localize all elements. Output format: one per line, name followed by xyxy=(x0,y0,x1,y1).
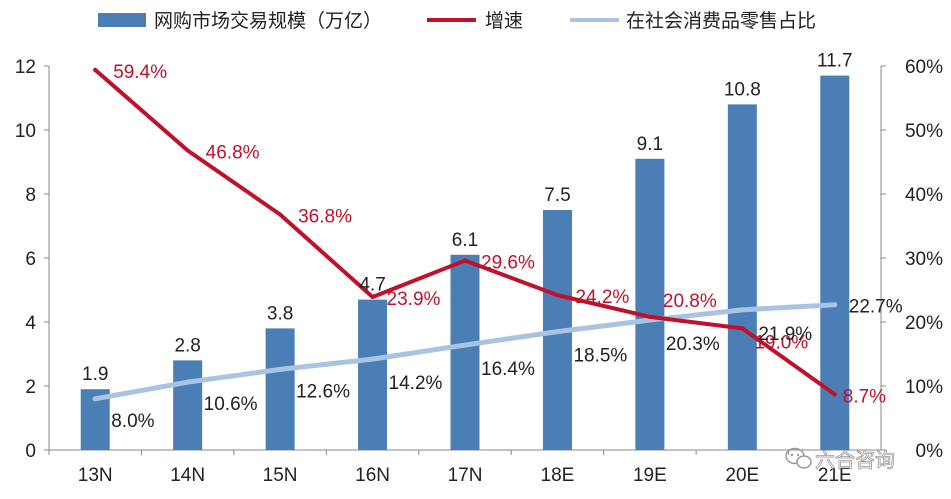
left-axis-ticks: 0 2 4 6 8 10 12 xyxy=(15,57,49,462)
left-tick-label: 6 xyxy=(25,249,36,270)
bar-value-label: 1.9 xyxy=(82,364,108,385)
left-tick-label: 8 xyxy=(25,185,36,206)
bar xyxy=(727,104,757,451)
x-tick-label: 21E xyxy=(818,465,852,486)
legend-label-growth: 增速 xyxy=(485,10,523,32)
series-point xyxy=(370,295,375,300)
share-data-labels: 8.0% 10.6% 12.6% 14.2% 16.4% 18.5% 20.3% 21.9% 2… xyxy=(111,297,903,432)
series-point xyxy=(463,258,467,263)
series-point xyxy=(93,67,98,72)
x-tick-label: 19E xyxy=(633,465,667,486)
legend-label-share: 在社会消费品零售占比 xyxy=(626,10,816,32)
bar-value-label: 3.8 xyxy=(267,303,293,324)
x-tick-label: 17N xyxy=(448,465,483,486)
wechat-icon xyxy=(785,447,812,469)
growth-line-series xyxy=(93,67,837,397)
watermark: 六合咨询 xyxy=(785,447,895,472)
growth-value-label: 59.4% xyxy=(113,62,167,83)
series-point xyxy=(92,396,98,402)
growth-value-label: 19.0% xyxy=(754,332,808,353)
left-tick-label: 0 xyxy=(25,441,36,462)
x-tick-label: 14N xyxy=(170,465,205,486)
series-point xyxy=(554,329,560,335)
growth-value-label: 36.8% xyxy=(298,206,352,227)
right-tick-label: 0% xyxy=(916,441,944,462)
share-value-label: 20.3% xyxy=(666,334,720,355)
x-tick-label: 20E xyxy=(725,465,759,486)
growth-data-labels: 59.4% 46.8% 36.8% 23.9% 29.6% 24.2% 20.8% 19.0%… xyxy=(113,62,886,407)
bar-value-label: 2.8 xyxy=(174,335,200,356)
left-tick-label: 2 xyxy=(25,377,36,398)
series-point xyxy=(832,302,838,308)
bar-series xyxy=(80,75,850,451)
series-point xyxy=(185,379,191,385)
growth-value-label: 8.7% xyxy=(843,386,886,407)
right-tick-label: 30% xyxy=(905,249,943,270)
bar-value-label: 6.1 xyxy=(452,230,478,251)
bar-value-label: 4.7 xyxy=(359,275,385,296)
bar-value-label: 7.5 xyxy=(544,185,570,206)
x-tick-label: 15N xyxy=(263,465,298,486)
series-point xyxy=(647,314,652,319)
right-tick-label: 60% xyxy=(905,57,943,78)
share-value-label: 22.7% xyxy=(849,297,903,318)
bar xyxy=(635,158,665,451)
growth-value-label: 20.8% xyxy=(663,291,717,312)
series-point xyxy=(555,293,560,298)
x-axis-ticks: 13N 14N 15N 16N 17N 18E 19E 20E 21E xyxy=(48,450,852,486)
right-tick-label: 40% xyxy=(905,185,943,206)
bar-value-label: 10.8 xyxy=(724,79,761,100)
left-tick-label: 4 xyxy=(25,313,36,334)
bar xyxy=(450,254,480,450)
share-value-label: 21.9% xyxy=(758,324,812,345)
series-point xyxy=(278,212,283,217)
series-point xyxy=(739,307,745,313)
series-point xyxy=(832,392,837,397)
right-axis-ticks: 0% 10% 20% 30% 40% 50% 60% xyxy=(881,57,943,462)
series-point xyxy=(462,342,468,348)
share-value-label: 12.6% xyxy=(296,381,350,402)
growth-value-label: 46.8% xyxy=(206,142,260,163)
x-tick-label: 13N xyxy=(78,465,113,486)
series-point xyxy=(370,356,376,362)
share-value-label: 18.5% xyxy=(573,346,627,367)
bar xyxy=(265,328,295,450)
share-value-label: 8.0% xyxy=(111,411,154,432)
bar xyxy=(358,299,388,450)
watermark-text: 六合咨询 xyxy=(815,448,895,472)
growth-value-label: 29.6% xyxy=(481,253,535,274)
legend-label-bar: 网购市场交易规模（万亿） xyxy=(154,10,382,32)
series-point xyxy=(277,366,283,372)
share-value-label: 14.2% xyxy=(389,373,443,394)
x-tick-label: 16N xyxy=(355,465,390,486)
bar-value-label: 11.7 xyxy=(817,51,853,72)
share-value-label: 16.4% xyxy=(481,359,535,380)
growth-value-label: 24.2% xyxy=(575,287,629,308)
right-tick-label: 50% xyxy=(905,121,943,142)
legend-swatch-bar xyxy=(98,13,146,27)
x-tick-label: 18E xyxy=(541,465,575,486)
bar-data-labels: 1.9 2.8 3.8 4.7 6.1 7.5 9.1 10.8 11.7 xyxy=(82,51,853,386)
left-tick-label: 12 xyxy=(15,57,36,78)
series-point xyxy=(740,326,745,331)
growth-value-label: 23.9% xyxy=(387,289,441,310)
bar xyxy=(173,360,203,450)
bar-value-label: 9.1 xyxy=(637,134,663,155)
series-point xyxy=(185,148,190,153)
legend: 网购市场交易规模（万亿） 增速 在社会消费品零售占比 xyxy=(98,10,816,32)
left-tick-label: 10 xyxy=(15,121,36,142)
right-tick-label: 10% xyxy=(905,377,943,398)
right-tick-label: 20% xyxy=(905,313,943,334)
share-value-label: 10.6% xyxy=(204,394,258,415)
